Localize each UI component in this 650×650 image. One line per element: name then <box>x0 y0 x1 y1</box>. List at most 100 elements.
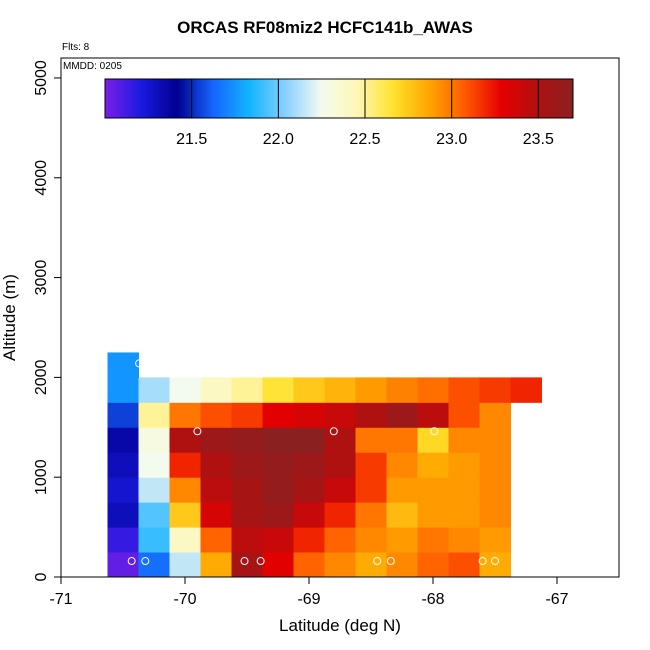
heatmap-cell <box>262 452 294 478</box>
heatmap-cell <box>200 552 232 578</box>
heatmap-cell <box>169 502 201 528</box>
heatmap-cell <box>324 452 356 478</box>
plot-frame <box>60 57 620 578</box>
heatmap-cell <box>355 377 387 403</box>
heatmap-cell <box>107 402 139 428</box>
heatmap-cell <box>479 502 511 528</box>
colorbar-tick-label: 23.0 <box>436 131 467 148</box>
heatmap-cell <box>200 377 232 403</box>
sample-marker <box>548 376 557 385</box>
sample-marker <box>141 557 150 566</box>
heatmap-cell <box>448 377 480 403</box>
y-axis-label: Altitude (m) <box>0 274 19 361</box>
heatmap-cell <box>231 527 263 553</box>
heatmap-cell <box>355 427 387 453</box>
heatmap-cell <box>386 477 418 503</box>
heatmap-cell <box>324 552 356 578</box>
x-axis-label: Latitude (deg N) <box>279 616 401 635</box>
heatmap-cell <box>107 552 139 578</box>
heatmap-cell <box>107 527 139 553</box>
heatmap-cell <box>293 402 325 428</box>
heatmap-cell <box>138 527 170 553</box>
heatmap-cell <box>448 427 480 453</box>
heatmap-cell <box>510 377 542 403</box>
heatmap-cell <box>293 502 325 528</box>
heatmap-cell <box>386 377 418 403</box>
y-tick-label: 5000 <box>33 60 50 96</box>
heatmap-cell <box>138 452 170 478</box>
heatmap-cell <box>262 502 294 528</box>
heatmap-cell <box>324 402 356 428</box>
chart-title: ORCAS RF08miz2 HCFC141b_AWAS <box>177 18 473 37</box>
y-tick-label: 3000 <box>33 260 50 296</box>
heatmap-cell <box>386 427 418 453</box>
heatmap-cell <box>231 427 263 453</box>
heatmap-cell <box>324 502 356 528</box>
sample-marker <box>386 557 395 566</box>
heatmap-cell <box>417 452 449 478</box>
heatmap-cell <box>169 427 201 453</box>
heatmap-cell <box>355 552 387 578</box>
sample-marker <box>373 557 382 566</box>
heatmap-cell <box>479 477 511 503</box>
colorbar-tick-label: 23.5 <box>523 131 554 148</box>
heatmap-cell <box>231 477 263 503</box>
heatmap-cell <box>355 527 387 553</box>
heatmap-cell <box>200 477 232 503</box>
heatmap-cell <box>479 452 511 478</box>
heatmap-cell <box>107 427 139 453</box>
date-label: MMDD: 0205 <box>63 61 122 72</box>
heatmap-cell <box>200 452 232 478</box>
heatmap-cell <box>355 502 387 528</box>
heatmap-cell <box>479 377 511 403</box>
heatmap-cell <box>107 477 139 503</box>
sample-marker <box>256 557 265 566</box>
heatmap-cell <box>262 377 294 403</box>
sample-marker <box>491 557 499 566</box>
heatmap-cell <box>293 477 325 503</box>
heatmap-cell <box>324 527 356 553</box>
x-tick-label: -70 <box>173 591 196 608</box>
heatmap-cell <box>417 552 449 578</box>
heatmap-cell <box>231 552 263 578</box>
heatmap-cell <box>448 527 480 553</box>
sample-marker <box>127 557 136 566</box>
heatmap-cell <box>169 402 201 428</box>
heatmap-cell <box>200 427 232 453</box>
heatmap-cell <box>107 502 139 528</box>
heatmap-cell <box>355 402 387 428</box>
heatmap-cell <box>448 452 480 478</box>
heatmap-cell <box>107 452 139 478</box>
heatmap-cell <box>293 427 325 453</box>
heatmap-cell <box>417 377 449 403</box>
sample-marker <box>329 427 338 436</box>
heatmap-cell <box>324 377 356 403</box>
heatmap-cell <box>417 527 449 553</box>
sample-marker <box>240 557 249 566</box>
heatmap-cell <box>200 527 232 553</box>
heatmap-cell <box>386 452 418 478</box>
x-tick-label: -68 <box>421 591 444 608</box>
heatmap-cell <box>231 502 263 528</box>
heatmap-cell <box>262 477 294 503</box>
heatmap-cell <box>231 377 263 403</box>
heatmap-cell <box>293 552 325 578</box>
y-tick-label: 0 <box>33 572 50 581</box>
heatmap-cell <box>448 402 480 428</box>
heatmap-cell <box>262 552 294 578</box>
heatmap-cell <box>324 477 356 503</box>
heatmap-cell <box>262 402 294 428</box>
x-tick-label: -69 <box>297 591 320 608</box>
heatmap-cell <box>417 477 449 503</box>
colorbar-tick-label: 22.5 <box>349 131 380 148</box>
heatmap-cell <box>293 452 325 478</box>
y-tick-label: 2000 <box>33 359 50 395</box>
heatmap-cell <box>355 452 387 478</box>
heatmap-cell <box>479 527 511 553</box>
heatmap-cell <box>293 527 325 553</box>
heatmap-cell <box>417 402 449 428</box>
heatmap-cell <box>107 377 139 403</box>
heatmap-cell <box>169 452 201 478</box>
heatmap-cell <box>138 377 170 403</box>
